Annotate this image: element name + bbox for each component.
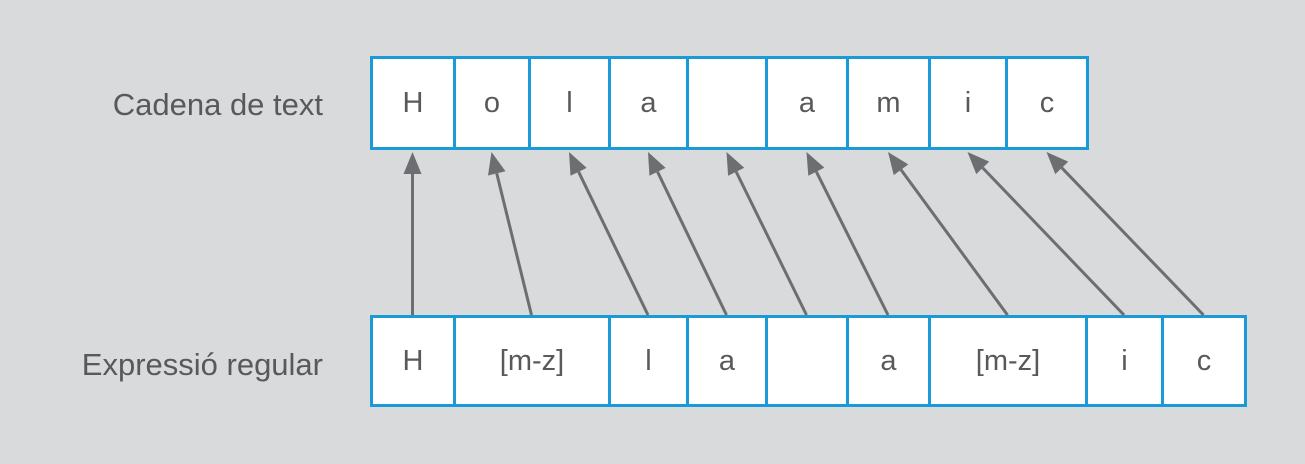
regex-token-cell-2: l (608, 315, 689, 407)
text-string-label: Cadena de text (112, 87, 323, 122)
text-char-cell-8: c (1005, 56, 1089, 150)
regex-token-cell-3: a (686, 315, 768, 407)
match-arrow-0 (403, 152, 422, 315)
match-arrow-5 (806, 152, 890, 316)
regex-token-cell-8: c (1161, 315, 1247, 407)
match-arrow-4 (726, 152, 808, 316)
match-arrow-8 (1046, 152, 1205, 317)
match-arrow-3 (648, 152, 728, 316)
regex-token-cell-1: [m-z] (453, 315, 611, 407)
text-char-cell-1: o (453, 56, 531, 150)
match-arrow-1 (488, 152, 533, 316)
text-char-cell-7: i (928, 56, 1008, 150)
text-char-cell-0: H (370, 56, 456, 150)
match-arrow-7 (967, 152, 1126, 317)
text-char-cell-6: m (846, 56, 931, 150)
regex-label: Expressió regular (81, 347, 323, 382)
match-arrow-6 (888, 152, 1009, 316)
text-char-cell-4 (686, 56, 768, 150)
match-arrow-2 (569, 152, 650, 316)
regex-token-cell-4 (765, 315, 849, 407)
